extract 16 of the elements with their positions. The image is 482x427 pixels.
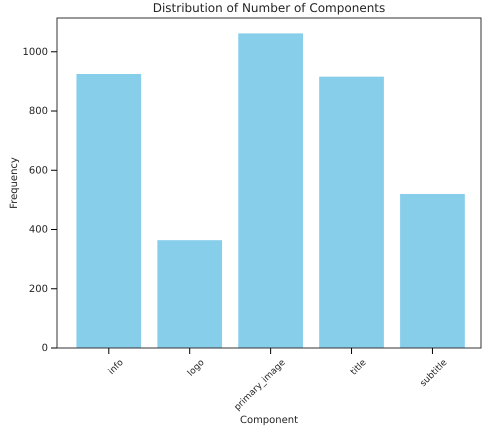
bar xyxy=(157,240,222,348)
bar xyxy=(400,194,465,348)
x-tick-label: title xyxy=(349,358,369,378)
x-axis-title: Component xyxy=(240,415,298,426)
y-tick-label: 0 xyxy=(42,343,48,354)
chart-title: Distribution of Number of Components xyxy=(152,1,386,15)
x-tick-label: info xyxy=(106,358,126,377)
y-tick-label: 1000 xyxy=(22,46,48,58)
y-tick-label: 600 xyxy=(28,165,48,176)
y-tick-label: 200 xyxy=(28,284,48,295)
bar xyxy=(319,76,384,348)
y-tick-label: 400 xyxy=(28,224,48,236)
bar xyxy=(238,33,303,348)
y-axis-title: Frequency xyxy=(9,157,20,209)
y-tick-label: 800 xyxy=(28,106,48,118)
bar xyxy=(76,74,142,348)
